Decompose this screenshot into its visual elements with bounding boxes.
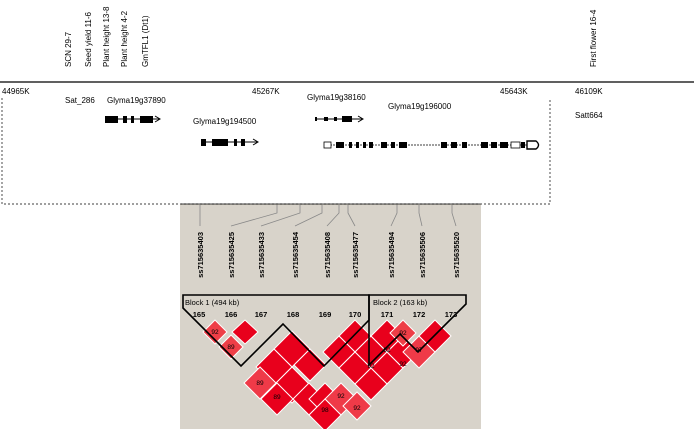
block-snp-number: 168	[287, 310, 300, 319]
position-label: 46109K	[575, 87, 603, 96]
ld-value: 98	[321, 407, 329, 414]
block-snp-number: 173	[445, 310, 458, 319]
ld-value: 89	[256, 380, 264, 387]
ld-value: 89	[273, 394, 281, 401]
snp-label: ss715635494	[387, 231, 396, 278]
snp-label: ss715635454	[291, 231, 300, 278]
block-snp-number: 169	[319, 310, 332, 319]
marker-label-sat286: Sat_286	[65, 96, 95, 105]
gene-label: Glyma19g194500	[193, 117, 257, 126]
snp-label: ss715635425	[227, 232, 236, 278]
ld-heatmap	[202, 319, 452, 429]
ld-cell	[260, 382, 294, 416]
ld-cell	[354, 367, 388, 401]
position-label: 44965K	[2, 87, 30, 96]
position-label: 45267K	[252, 87, 280, 96]
ld-cell	[389, 319, 417, 347]
ld-cell	[293, 348, 327, 382]
gene-model	[201, 138, 259, 146]
ld-cell	[308, 398, 342, 429]
gene-model	[315, 115, 364, 123]
ld-value: 92	[211, 329, 219, 336]
block-snp-number: 167	[255, 310, 268, 319]
snp-label: ss715635433	[257, 232, 266, 278]
ld-value: 97	[415, 347, 423, 354]
block-snp-number: 172	[413, 310, 426, 319]
gene-model	[105, 115, 161, 123]
ld-value: 92	[367, 363, 375, 370]
ld-value: 92	[399, 330, 407, 337]
ld-value: 92	[337, 393, 345, 400]
snp-label: ss715635408	[323, 232, 332, 278]
trait-label-gmtfl1: GmTFL1 (Dt1)	[141, 15, 150, 67]
marker-label-satt664: Satt664	[575, 111, 603, 120]
ld-value: 89	[227, 344, 235, 351]
snp-label: ss715635520	[452, 232, 461, 278]
block-snp-number: 165	[193, 310, 206, 319]
ld-value: 92	[353, 405, 361, 412]
gene-label: Glyma19g196000	[388, 102, 452, 111]
trait-label-plant-height-13: Plant height 13-8	[102, 6, 111, 67]
ld-cell	[243, 366, 277, 400]
snp-label: ss715635477	[351, 232, 360, 278]
ld-cell	[202, 319, 228, 345]
zoom-region	[1, 98, 551, 205]
snp-connectors	[199, 205, 457, 227]
trait-label-first-flower: First flower 16-4	[589, 9, 598, 67]
trait-label-plant-height-4: Plant height 4-2	[120, 10, 129, 67]
trait-label-seed-yield: Seed yield 11-6	[84, 11, 93, 67]
snp-label: ss715635403	[196, 232, 205, 278]
ld-value: 92	[399, 361, 407, 368]
position-label: 45643K	[500, 87, 528, 96]
ld-value: 92	[383, 347, 391, 354]
ld-cell	[231, 319, 259, 345]
snp-label: ss715635506	[418, 232, 427, 278]
gene-model	[323, 140, 540, 150]
block-2-outline	[368, 294, 467, 367]
block-2-title: Block 2 (163 kb)	[373, 298, 428, 307]
ld-cell	[218, 334, 244, 360]
gene-label: Glyma19g38160	[307, 93, 366, 102]
ld-cell	[342, 391, 372, 421]
trait-label-scn: SCN 29-7	[64, 31, 73, 67]
block-snp-number: 171	[381, 310, 394, 319]
block-snp-number: 166	[225, 310, 238, 319]
gene-label: Glyma19g37890	[107, 96, 166, 105]
block-snp-number: 170	[349, 310, 362, 319]
block-1-title: Block 1 (494 kb)	[185, 298, 240, 307]
